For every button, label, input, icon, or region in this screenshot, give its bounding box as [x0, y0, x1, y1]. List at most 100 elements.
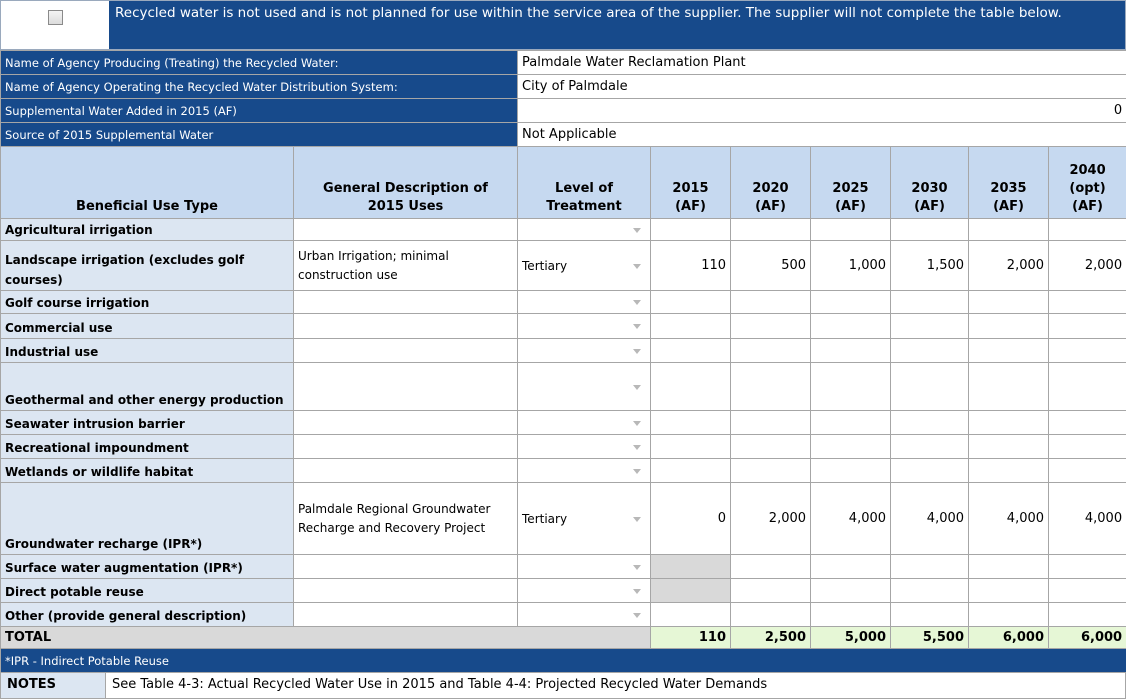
- volume: [651, 411, 731, 435]
- volume: [811, 603, 891, 627]
- volume: [651, 603, 731, 627]
- info-row: Supplemental Water Added in 2015 (AF)0: [1, 99, 1126, 123]
- use-type: Direct potable reuse: [1, 579, 294, 603]
- treatment-dropdown[interactable]: [518, 314, 651, 339]
- banner: Recycled water is not used and is not pl…: [0, 0, 1126, 50]
- volume: [1049, 579, 1126, 603]
- volume: [969, 459, 1049, 483]
- info-label: Name of Agency Operating the Recycled Wa…: [1, 75, 518, 99]
- volume: [1049, 435, 1126, 459]
- column-header-text: 2025 (AF): [831, 180, 871, 216]
- use-type: Groundwater recharge (IPR*): [1, 483, 294, 555]
- volume: [731, 314, 811, 339]
- volume: [891, 363, 969, 411]
- column-header: General Description of 2015 Uses: [294, 147, 518, 219]
- data-row: Landscape irrigation (excludes golf cour…: [1, 241, 1126, 291]
- description: [294, 579, 518, 603]
- column-header-text: General Description of 2015 Uses: [318, 180, 493, 216]
- volume: [811, 411, 891, 435]
- data-row: Groundwater recharge (IPR*)Palmdale Regi…: [1, 483, 1126, 555]
- description: [294, 291, 518, 314]
- treatment-dropdown[interactable]: Tertiary: [518, 241, 651, 291]
- volume: [969, 555, 1049, 579]
- volume: [1049, 339, 1126, 363]
- volume: 1,000: [811, 241, 891, 291]
- column-header-text: 2035 (AF): [989, 180, 1029, 216]
- description: [294, 219, 518, 241]
- column-header-text: 2040 (opt) (AF): [1065, 162, 1110, 216]
- use-type: Landscape irrigation (excludes golf cour…: [1, 241, 294, 291]
- volume: [891, 579, 969, 603]
- volume: [651, 459, 731, 483]
- info-label: Supplemental Water Added in 2015 (AF): [1, 99, 518, 123]
- volume: [651, 219, 731, 241]
- volume: 0: [651, 483, 731, 555]
- volume: [891, 411, 969, 435]
- volume: 2,000: [1049, 241, 1126, 291]
- info-label: Source of 2015 Supplemental Water: [1, 123, 518, 147]
- volume: [651, 435, 731, 459]
- volume: [1049, 363, 1126, 411]
- notes-row: NOTES See Table 4-3: Actual Recycled Wat…: [0, 673, 1126, 699]
- data-row: Recreational impoundment: [1, 435, 1126, 459]
- notes-text: See Table 4-3: Actual Recycled Water Use…: [106, 673, 1125, 698]
- column-header: 2020 (AF): [731, 147, 811, 219]
- volume: [731, 603, 811, 627]
- treatment-dropdown[interactable]: [518, 579, 651, 603]
- volume: [969, 314, 1049, 339]
- use-type: Industrial use: [1, 339, 294, 363]
- use-type: Agricultural irrigation: [1, 219, 294, 241]
- checkbox-cell: [1, 1, 109, 49]
- volume: 4,000: [969, 483, 1049, 555]
- data-row: Other (provide general description): [1, 603, 1126, 627]
- volume: 110: [651, 241, 731, 291]
- volume: [651, 291, 731, 314]
- treatment-dropdown[interactable]: [518, 435, 651, 459]
- treatment-dropdown[interactable]: [518, 291, 651, 314]
- treatment-dropdown[interactable]: [518, 459, 651, 483]
- volume: [1049, 411, 1126, 435]
- volume: [731, 339, 811, 363]
- volume: [969, 603, 1049, 627]
- treatment-dropdown[interactable]: [518, 339, 651, 363]
- volume: [891, 314, 969, 339]
- volume: [1049, 314, 1126, 339]
- total-value: 6,000: [969, 627, 1049, 649]
- volume: [891, 339, 969, 363]
- column-header-text: 2020 (AF): [751, 180, 791, 216]
- treatment-dropdown[interactable]: [518, 411, 651, 435]
- use-type: Geothermal and other energy production: [1, 363, 294, 411]
- treatment-dropdown[interactable]: [518, 555, 651, 579]
- volume: [811, 363, 891, 411]
- volume: [811, 314, 891, 339]
- volume: [811, 579, 891, 603]
- treatment-dropdown[interactable]: [518, 603, 651, 627]
- description: Palmdale Regional Groundwater Recharge a…: [294, 483, 518, 555]
- column-header: 2015 (AF): [651, 147, 731, 219]
- volume: [731, 435, 811, 459]
- volume: [1049, 219, 1126, 241]
- total-value: 2,500: [731, 627, 811, 649]
- description: [294, 314, 518, 339]
- volume: 1,500: [891, 241, 969, 291]
- volume: [731, 363, 811, 411]
- volume: [731, 555, 811, 579]
- data-row: Direct potable reuse: [1, 579, 1126, 603]
- volume: [651, 314, 731, 339]
- column-header: Level of Treatment: [518, 147, 651, 219]
- info-row: Name of Agency Producing (Treating) the …: [1, 51, 1126, 75]
- data-row: Geothermal and other energy production: [1, 363, 1126, 411]
- total-value: 6,000: [1049, 627, 1126, 649]
- volume: [891, 555, 969, 579]
- volume: [969, 579, 1049, 603]
- column-header-text: 2030 (AF): [910, 180, 950, 216]
- treatment-dropdown[interactable]: [518, 363, 651, 411]
- volume: 4,000: [891, 483, 969, 555]
- use-type: Seawater intrusion barrier: [1, 411, 294, 435]
- column-header-text: 2015 (AF): [671, 180, 711, 216]
- treatment-dropdown[interactable]: Tertiary: [518, 483, 651, 555]
- treatment-dropdown[interactable]: [518, 219, 651, 241]
- checkbox[interactable]: [48, 10, 63, 25]
